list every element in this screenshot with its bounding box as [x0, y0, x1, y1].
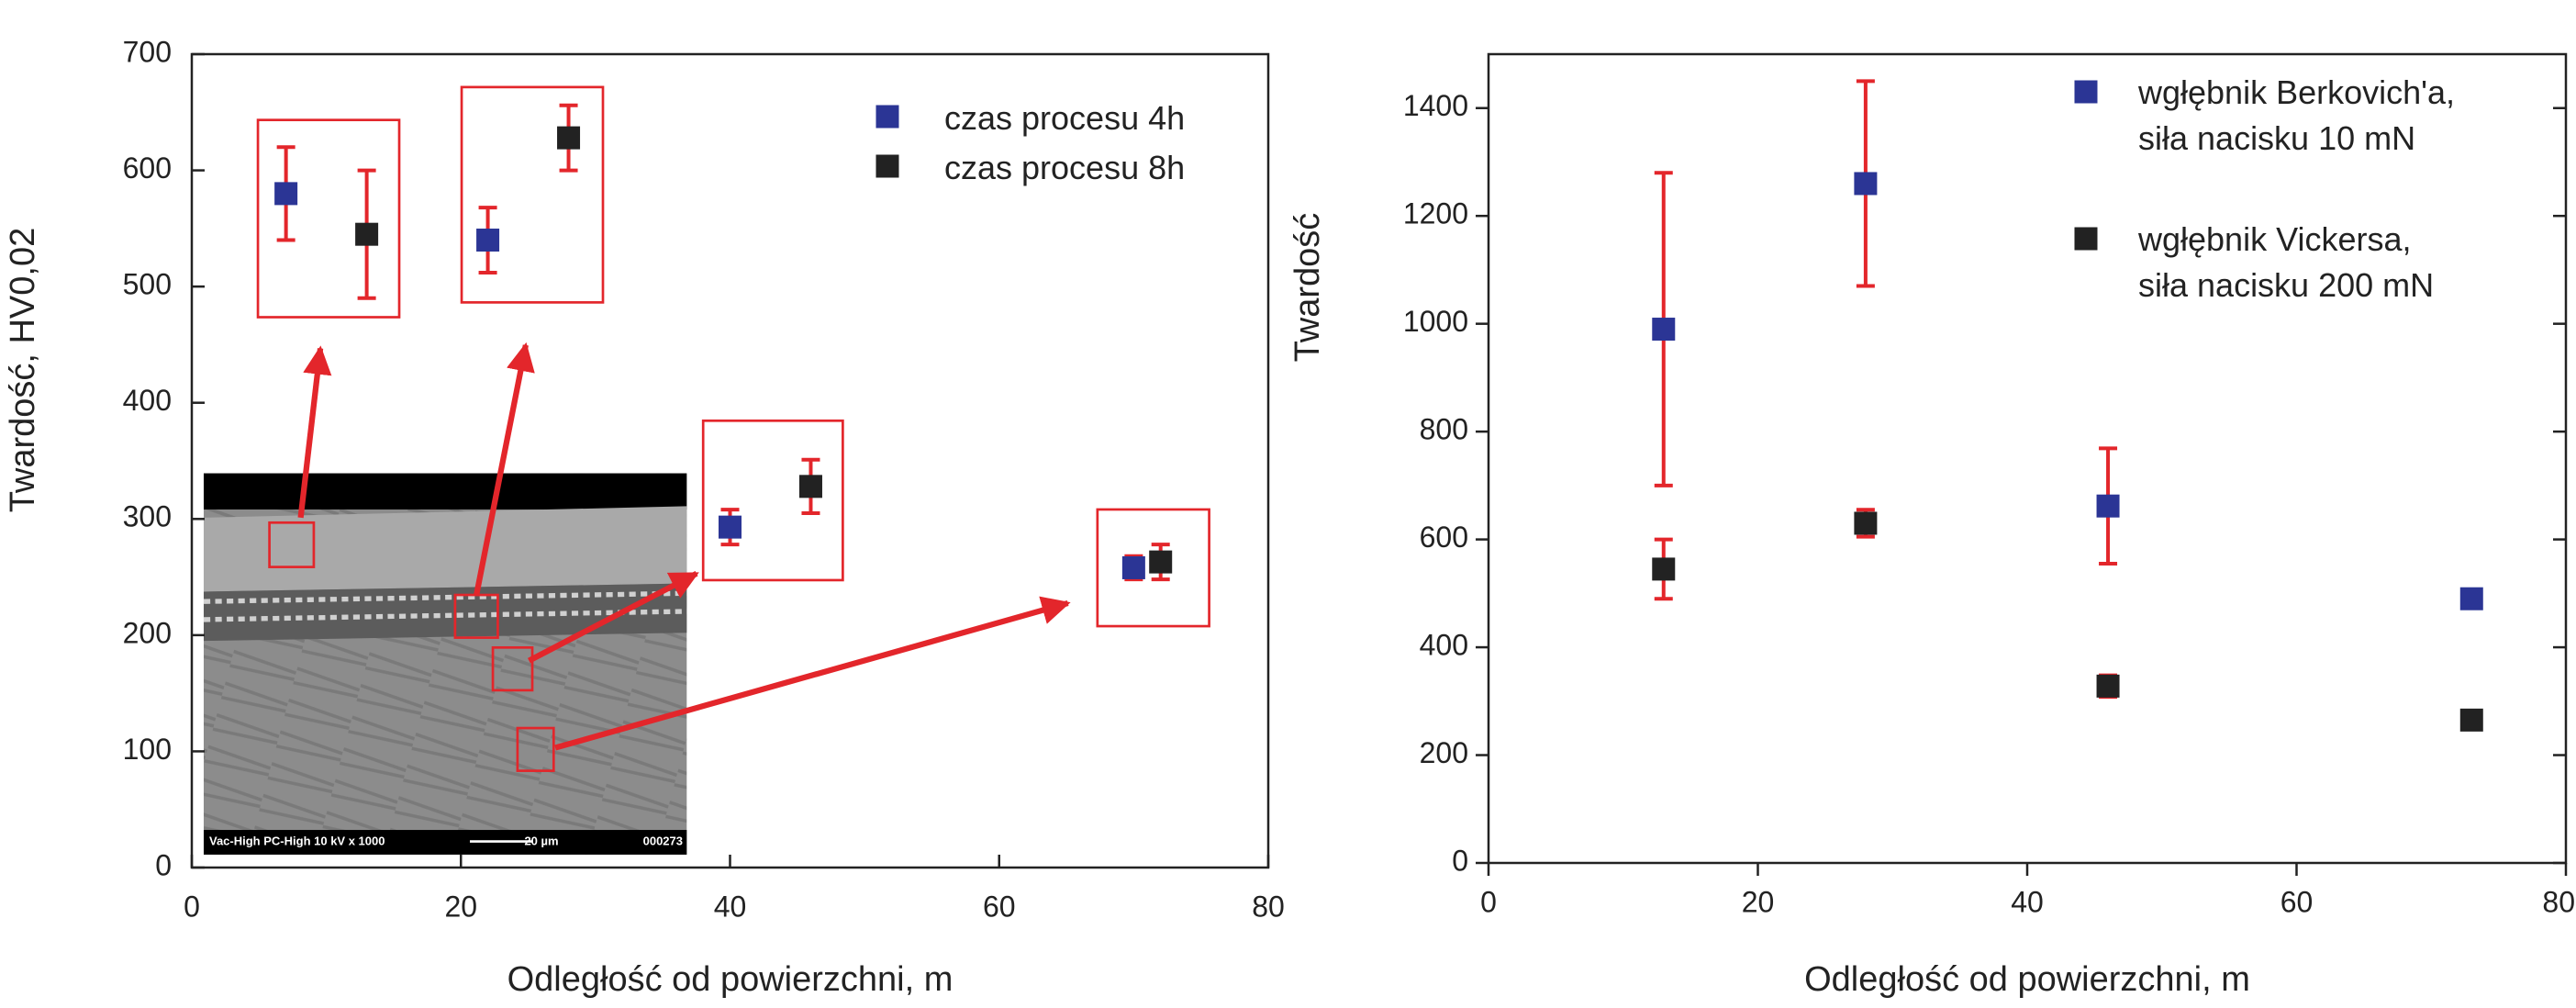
- y-tick-label: 0: [1452, 844, 1468, 877]
- x-axis-label: Odległość od powierzchni, m: [507, 960, 953, 999]
- inset-label: Vac-High PC-High 10 kV x 1000: [209, 834, 385, 847]
- y-tick-label: 400: [123, 384, 172, 417]
- inset-label: 20 µm: [524, 834, 558, 847]
- inset-top: [203, 473, 687, 510]
- legend-box: czas procesu 8h: [944, 149, 1186, 186]
- point: [1652, 318, 1676, 342]
- point: [355, 222, 379, 246]
- y-tick-label: 100: [123, 733, 172, 766]
- point: [1652, 557, 1676, 581]
- inset-label: 000273: [643, 834, 683, 847]
- inset-layer-mid: [203, 583, 687, 642]
- x-tick-label: 20: [1742, 885, 1775, 918]
- x-tick-label: 80: [2542, 885, 2575, 918]
- legend-label: czas procesu 8h: [944, 149, 1186, 186]
- point: [476, 229, 500, 252]
- legend-label: czas procesu 4h: [944, 99, 1186, 137]
- legend-label: wgłębnik Berkovich'a, siła nacisku 10 mN: [2138, 73, 2456, 157]
- point: [1854, 172, 1878, 196]
- legend-box: wgłębnik Vickersa, siła nacisku 200 mN: [2138, 220, 2435, 304]
- y-tick-label: 1200: [1403, 197, 1468, 230]
- x-tick-label: 80: [1252, 890, 1285, 923]
- legend-box: wgłębnik Berkovich'a, siła nacisku 10 mN: [2138, 73, 2456, 157]
- y-tick-label: 200: [123, 616, 172, 649]
- legend-marker: [875, 105, 899, 129]
- y-tick-label: 700: [123, 35, 172, 68]
- y-tick-label: 1000: [1403, 305, 1468, 338]
- inset-spots: [203, 590, 687, 622]
- y-tick-label: 400: [1420, 629, 1468, 662]
- point: [1854, 511, 1878, 535]
- inset-bar: [203, 830, 687, 855]
- y-tick-label: 600: [123, 151, 172, 185]
- point: [798, 475, 822, 498]
- legend-marker: [2074, 80, 2098, 104]
- y-tick-label: 800: [1420, 413, 1468, 446]
- y-tick-label: 0: [155, 848, 172, 881]
- x-tick-label: 40: [714, 890, 747, 923]
- x-tick-label: 20: [444, 890, 477, 923]
- x-tick-label: 40: [2011, 885, 2044, 918]
- y-tick-label: 1400: [1403, 89, 1468, 122]
- legend-marker: [2074, 227, 2098, 251]
- legend-label: wgłębnik Vickersa, siła nacisku 200 mN: [2138, 220, 2435, 304]
- x-axis-label: Odległość od powierzchni, m: [1804, 960, 2250, 999]
- legend-marker: [875, 154, 899, 178]
- y-tick-label: 200: [1420, 736, 1468, 769]
- y-tick-label: 600: [1420, 521, 1468, 554]
- y-axis-label: Twardość, HV0,02: [4, 228, 42, 512]
- point: [274, 182, 298, 206]
- x-tick-label: 60: [983, 890, 1016, 923]
- point: [1149, 550, 1173, 574]
- y-tick-label: 300: [123, 500, 172, 533]
- inset-layer-top: [203, 506, 687, 592]
- point: [2459, 587, 2483, 610]
- point: [2459, 708, 2483, 732]
- x-tick-label: 0: [1480, 885, 1497, 918]
- point: [2096, 674, 2120, 698]
- point: [2096, 494, 2120, 518]
- point: [719, 515, 742, 539]
- point: [557, 126, 581, 150]
- plot-frame: [1487, 52, 2568, 865]
- y-tick-label: 500: [123, 268, 172, 301]
- arrows: [297, 342, 1071, 751]
- x-tick-label: 0: [184, 890, 200, 923]
- legend-box: czas procesu 4h: [944, 99, 1186, 137]
- y-axis-label: Twardość: [1288, 213, 1327, 363]
- x-tick-label: 60: [2280, 885, 2314, 918]
- point: [1121, 555, 1145, 579]
- inset-layer: [203, 85, 1210, 855]
